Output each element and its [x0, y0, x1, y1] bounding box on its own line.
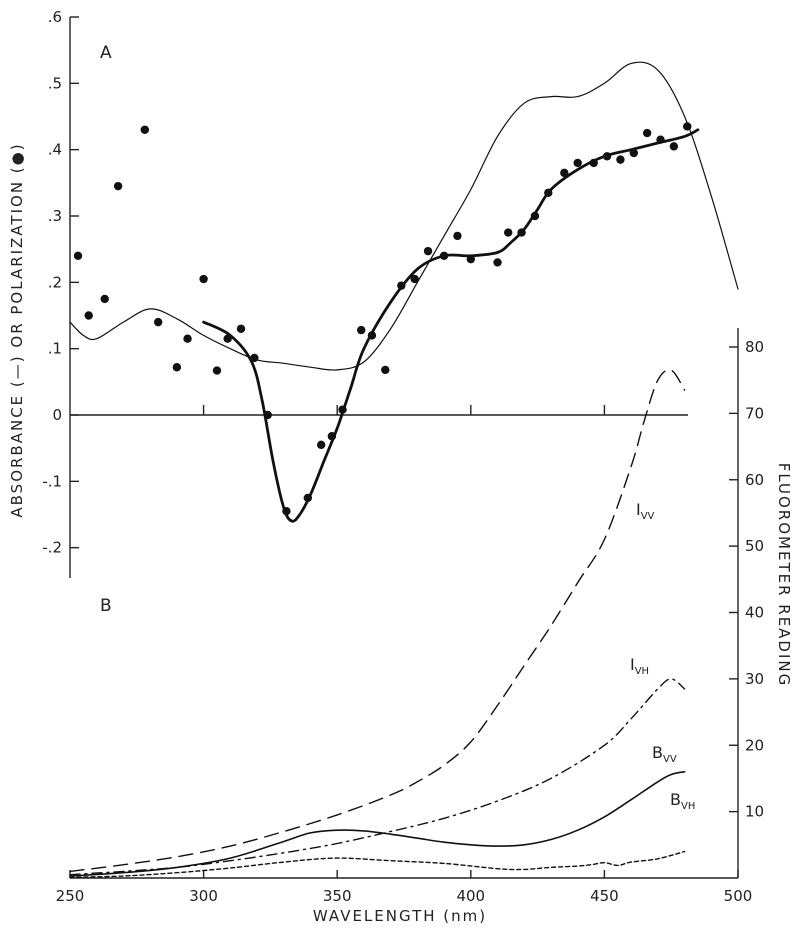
absorbance-axis-title: ABSORBANCE (—) OR POLARIZATION (●) [8, 142, 26, 517]
fluorometer-y-tick-label: 10 [745, 803, 764, 821]
polarization-point [466, 254, 475, 264]
fluorometer-y-tick-label: 60 [745, 471, 764, 489]
curve-label-subscript: VV [663, 754, 677, 765]
polarization-point [73, 251, 83, 260]
polarization-point [530, 211, 540, 221]
fluorescence-curve-bvv [69, 771, 686, 877]
polarization-point [397, 281, 406, 290]
polarization-point [113, 181, 123, 191]
wavelength-x-tick-label: 450 [590, 887, 619, 905]
absorbance-y-tick-label: 0 [52, 406, 62, 424]
fluorometer-y-tick-label: 80 [745, 338, 764, 356]
wavelength-x-tick-label: 250 [56, 887, 85, 905]
polarization-point [263, 410, 272, 420]
panel-b-label: B [100, 596, 112, 616]
fluorometer-y-tick-label: 40 [745, 604, 764, 622]
curve-label-ivh: IVH [630, 655, 649, 677]
polarization-point [212, 366, 222, 375]
polarization-point [589, 158, 598, 168]
curve-label-letter: I [636, 500, 641, 519]
absorbance-y-tick-label: -.1 [42, 472, 62, 490]
curve-label-bvh: BVH [670, 790, 695, 812]
polarization-point [338, 405, 347, 414]
polarization-point [602, 152, 612, 161]
wavelength-x-tick-label: 400 [456, 887, 485, 905]
polarization-point [316, 440, 326, 450]
polarization-point [282, 506, 291, 516]
curve-label-letter: B [670, 790, 681, 809]
curve-label-subscript: VV [641, 511, 655, 522]
absorbance-y-tick-label: .1 [48, 340, 62, 358]
fluorescence-curve-ivv [69, 369, 686, 873]
fluorescence-curve-bvh [69, 850, 686, 878]
fluorometer-y-tick-label: 20 [745, 736, 764, 754]
polarization-point [423, 246, 433, 256]
wavelength-x-tick-label: 300 [189, 887, 218, 905]
absorbance-y-tick-label: -.2 [42, 539, 62, 557]
wavelength-x-tick-label: 500 [724, 887, 753, 905]
polarization-point [140, 125, 150, 134]
polarization-point [453, 231, 462, 241]
curve-label-bvv: BVV [652, 743, 677, 765]
wavelength-axis-title: WAVELENGTH (nm) [313, 907, 487, 925]
polarization-point [669, 142, 679, 151]
polarization-point [250, 353, 259, 363]
polarization-point [172, 363, 182, 372]
polarization-point [381, 365, 390, 375]
fluorescence-curve-ivh [69, 678, 686, 876]
absorbance-y-tick-label: .5 [48, 74, 62, 92]
fluorometer-y-tick-label: 70 [745, 404, 764, 422]
polarization-point [303, 493, 313, 503]
fluorometer-y-tick-label: 30 [745, 670, 764, 688]
polarization-point [183, 334, 192, 343]
axes-layer [69, 17, 739, 879]
polarization-point [656, 135, 665, 144]
curve-label-letter: I [630, 655, 635, 674]
polarization-point [199, 274, 208, 284]
polarization-point [517, 228, 526, 237]
absorbance-curve [69, 61, 739, 371]
polarization-point [84, 311, 93, 320]
polarization-point [439, 251, 449, 260]
polarization-point [223, 334, 232, 343]
polarization-point [410, 274, 419, 284]
polarization-point [629, 148, 638, 158]
polarization-point [100, 294, 109, 304]
polarization-point [544, 188, 553, 197]
polarization-point [236, 324, 246, 333]
absorbance-y-tick-label: .4 [48, 141, 62, 159]
polarization-point [367, 331, 377, 340]
fluorometer-axis-title: FLUOROMETER READING [775, 463, 793, 687]
polarization-point [616, 155, 625, 164]
polarization-point [683, 122, 692, 131]
polarization-point [357, 325, 366, 335]
fluorometer-y-tick-label: 50 [745, 537, 764, 555]
wavelength-x-tick-label: 350 [323, 887, 352, 905]
polarization-point [642, 128, 652, 138]
tick-layer: .6 .5 .4 .3 .2 .1 0 -.1 -.2 10 20 30 40 50 60 70 80 250 30… [42, 8, 764, 905]
polarization-point [504, 228, 513, 237]
absorbance-y-tick-label: .2 [48, 273, 62, 291]
polarization-point [560, 168, 569, 178]
polarization-point [573, 158, 582, 168]
curve-label-subscript: VH [635, 666, 649, 677]
absorbance-y-tick-label: .3 [48, 207, 62, 225]
curve-label-letter: B [652, 743, 663, 762]
label-layer: A B ABSORBANCE (—) OR POLARIZATION (●) F… [8, 43, 793, 925]
absorbance-y-tick-label: .6 [48, 8, 62, 26]
polarization-point [327, 432, 337, 441]
panel-a-label: A [100, 43, 112, 63]
series-layer [69, 61, 739, 878]
curve-label-ivv: IVV [636, 500, 655, 522]
polarization-curve [202, 128, 700, 523]
polarization-point [153, 317, 163, 327]
polarization-point [493, 258, 502, 267]
curve-label-subscript: VH [681, 801, 695, 812]
